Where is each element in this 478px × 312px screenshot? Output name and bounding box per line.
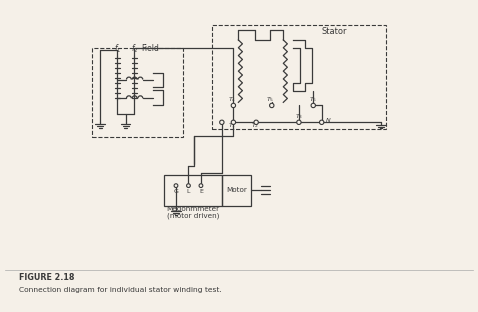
Bar: [92, 48, 183, 137]
Text: $T_4$: $T_4$: [228, 95, 236, 104]
Circle shape: [220, 120, 224, 124]
Text: Motor: Motor: [226, 187, 247, 193]
Circle shape: [319, 120, 324, 124]
Circle shape: [254, 120, 258, 124]
Circle shape: [231, 103, 236, 108]
Text: Field: Field: [141, 45, 159, 53]
Bar: [222, 175, 250, 206]
Text: Connection diagram for individual stator winding test.: Connection diagram for individual stator…: [19, 287, 222, 293]
Text: FIGURE 2.18: FIGURE 2.18: [19, 273, 75, 282]
Text: $T_1$: $T_1$: [228, 121, 236, 130]
Text: $T_6$: $T_6$: [309, 95, 317, 104]
Circle shape: [231, 120, 236, 124]
Text: $T_3$: $T_3$: [295, 112, 303, 121]
Circle shape: [270, 103, 274, 108]
Circle shape: [174, 184, 178, 188]
Text: $f_1$: $f_1$: [114, 42, 121, 55]
Text: Stator: Stator: [321, 27, 347, 36]
Text: $f_2$: $f_2$: [130, 42, 138, 55]
Bar: [164, 175, 222, 206]
Text: G: G: [174, 188, 178, 193]
Text: $T_5$: $T_5$: [266, 95, 275, 104]
Text: $N$: $N$: [325, 116, 331, 124]
Text: (motor driven): (motor driven): [167, 212, 219, 219]
Circle shape: [199, 184, 203, 188]
Circle shape: [311, 103, 315, 108]
Circle shape: [297, 120, 301, 124]
Text: Megohmmeter: Megohmmeter: [166, 206, 219, 212]
Text: L: L: [187, 188, 190, 193]
Text: $T_2$: $T_2$: [251, 121, 259, 130]
Bar: [213, 25, 386, 129]
Circle shape: [186, 184, 190, 188]
Text: E: E: [199, 188, 203, 193]
